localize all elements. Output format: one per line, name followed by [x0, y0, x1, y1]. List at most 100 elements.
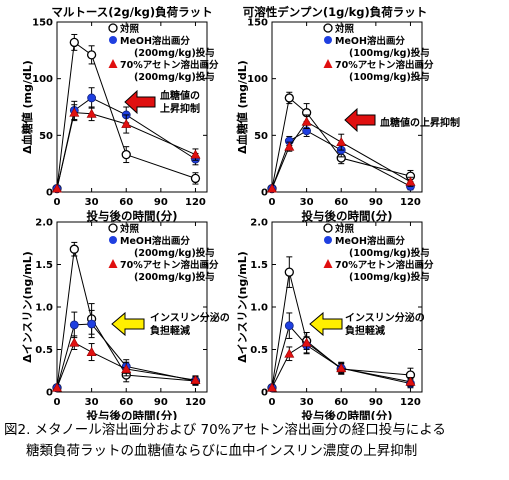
legend-marker: [108, 259, 118, 268]
annotation-text: 血糖値の: [160, 89, 200, 102]
legend-label: 対照: [334, 223, 355, 235]
x-tick-label: 0: [269, 197, 276, 208]
data-point: [51, 382, 63, 392]
data-point: [284, 348, 295, 358]
annotation-text: インスリン分泌の: [345, 311, 425, 324]
data-point: [69, 320, 79, 330]
y-tick-label: 0: [261, 388, 268, 399]
data-point: [190, 374, 201, 385]
annotation-arrow: [344, 107, 376, 133]
legend-label: 対照: [119, 23, 140, 35]
y-tick-label: 50: [39, 131, 53, 142]
legend: 対照MeOH溶出画分(100mg/kg)投与70%アセトン溶出画分(100mg/…: [323, 223, 434, 283]
data-point: [86, 108, 97, 118]
y-tick-label: 50: [254, 131, 268, 142]
data-point: [69, 37, 79, 48]
y-tick-label: 1.0: [250, 303, 268, 314]
y-tick-label: 100: [247, 74, 268, 85]
legend-marker: [108, 59, 118, 68]
series-3: [266, 114, 416, 193]
data-point: [190, 173, 201, 184]
y-tick-label: 0.5: [35, 345, 53, 356]
data-point: [266, 382, 278, 392]
legend-label: (100mg/kg)投与: [349, 71, 430, 83]
data-point: [266, 183, 278, 193]
legend-marker: [108, 23, 118, 33]
figure-charts: マルトース(2g/kg)負荷ラット 0 30 60 90 120 0 50 100 150 投与後の…: [20, 5, 460, 421]
legend: 対照MeOH溶出画分(100mg/kg)投与70%アセトン溶出画分(100mg/…: [323, 23, 434, 83]
legend-marker: [109, 36, 117, 44]
y-axis-label: Δ血糖値 (mg/dL): [20, 60, 34, 154]
data-point: [284, 141, 295, 151]
data-point: [301, 337, 312, 347]
chart-title: 可溶性デンプン(1g/kg)負荷ラット: [243, 5, 427, 19]
legend-label: MeOH溶出画分: [120, 35, 190, 47]
legend-label: (200mg/kg)投与: [134, 247, 215, 259]
series-3: [51, 104, 201, 193]
legend-label: 70%アセトン溶出画分: [120, 259, 219, 271]
y-tick-label: 100: [32, 74, 53, 85]
annotation-text: 血糖値の上昇抑制: [380, 116, 460, 129]
data-point: [86, 50, 97, 60]
x-tick-label: 60: [119, 197, 133, 208]
data-point: [69, 244, 79, 254]
x-tick-label: 90: [154, 197, 168, 208]
annotation-arrow: [124, 89, 156, 115]
x-tick-label: 120: [185, 397, 206, 408]
x-tick-label: 120: [400, 397, 421, 408]
legend-label: MeOH溶出画分: [120, 235, 190, 247]
legend-label: MeOH溶出画分: [335, 35, 405, 47]
data-point: [284, 93, 294, 103]
y-tick-label: 2.0: [35, 218, 53, 229]
annotation: 血糖値の上昇抑制: [124, 89, 200, 115]
figure-caption: 図2. メタノール溶出画分および 70%アセトン溶出画分の経口投与による 糖類負…: [0, 420, 509, 480]
y-tick-label: 0.5: [250, 345, 268, 356]
x-tick-label: 90: [154, 397, 168, 408]
annotation-arrow: [111, 311, 145, 337]
data-point: [284, 267, 294, 277]
x-tick-label: 0: [54, 197, 61, 208]
y-axis-label: Δインスリン(ng/mL): [236, 251, 249, 363]
x-axis-label: 投与後の時間(分): [86, 209, 177, 223]
legend-label: 70%アセトン溶出画分: [335, 59, 434, 71]
annotation-arrow: [309, 311, 343, 337]
data-point: [405, 376, 416, 386]
chart-title: マルトース(2g/kg)負荷ラット: [51, 5, 212, 19]
chart-panel-2: 可溶性デンプン(1g/kg)負荷ラット 0 30 60 90 120 0 50 100 150 投与…: [235, 5, 460, 223]
series-3: [51, 335, 201, 392]
legend-label: 対照: [334, 23, 355, 35]
legend-label: 70%アセトン溶出画分: [120, 59, 219, 71]
y-tick-label: 150: [32, 18, 53, 29]
caption-line-2: 糖類負荷ラットの血糖値ならびに血中インスリン濃度の上昇抑制: [26, 443, 418, 459]
annotation-text: 負担軽減: [150, 324, 190, 337]
series-3: [266, 332, 416, 392]
x-axis-label: 投与後の時間(分): [301, 409, 392, 420]
x-tick-label: 30: [85, 397, 99, 408]
y-tick-label: 0: [46, 188, 53, 199]
y-tick-label: 2.0: [250, 218, 268, 229]
y-tick-label: 1.0: [35, 303, 53, 314]
data-point: [69, 107, 80, 117]
legend-label: MeOH溶出画分: [335, 235, 405, 247]
annotation-text: 上昇抑制: [160, 102, 200, 115]
plot-frame: [271, 21, 423, 193]
legend-marker: [109, 236, 117, 244]
chart-panel-3: 0 30 60 90 120 0 0.5 1.0 1.5 2.0 投与後の時間(分) Δインスリン(n…: [21, 218, 230, 421]
y-tick-label: 0: [261, 188, 268, 199]
legend-label: (100mg/kg)投与: [349, 271, 430, 283]
x-tick-label: 0: [269, 397, 276, 408]
data-point: [121, 363, 132, 373]
y-tick-label: 0: [46, 388, 53, 399]
data-point: [121, 118, 132, 128]
legend-label: (100mg/kg)投与: [349, 247, 430, 259]
data-point: [51, 183, 63, 193]
x-tick-label: 120: [185, 197, 206, 208]
chart-panel-1: マルトース(2g/kg)負荷ラット 0 30 60 90 120 0 50 100 150 投与後の…: [20, 5, 219, 223]
data-point: [121, 149, 131, 160]
x-tick-label: 0: [54, 397, 61, 408]
data-point: [87, 319, 97, 329]
data-point: [69, 337, 80, 347]
data-point: [190, 149, 201, 159]
